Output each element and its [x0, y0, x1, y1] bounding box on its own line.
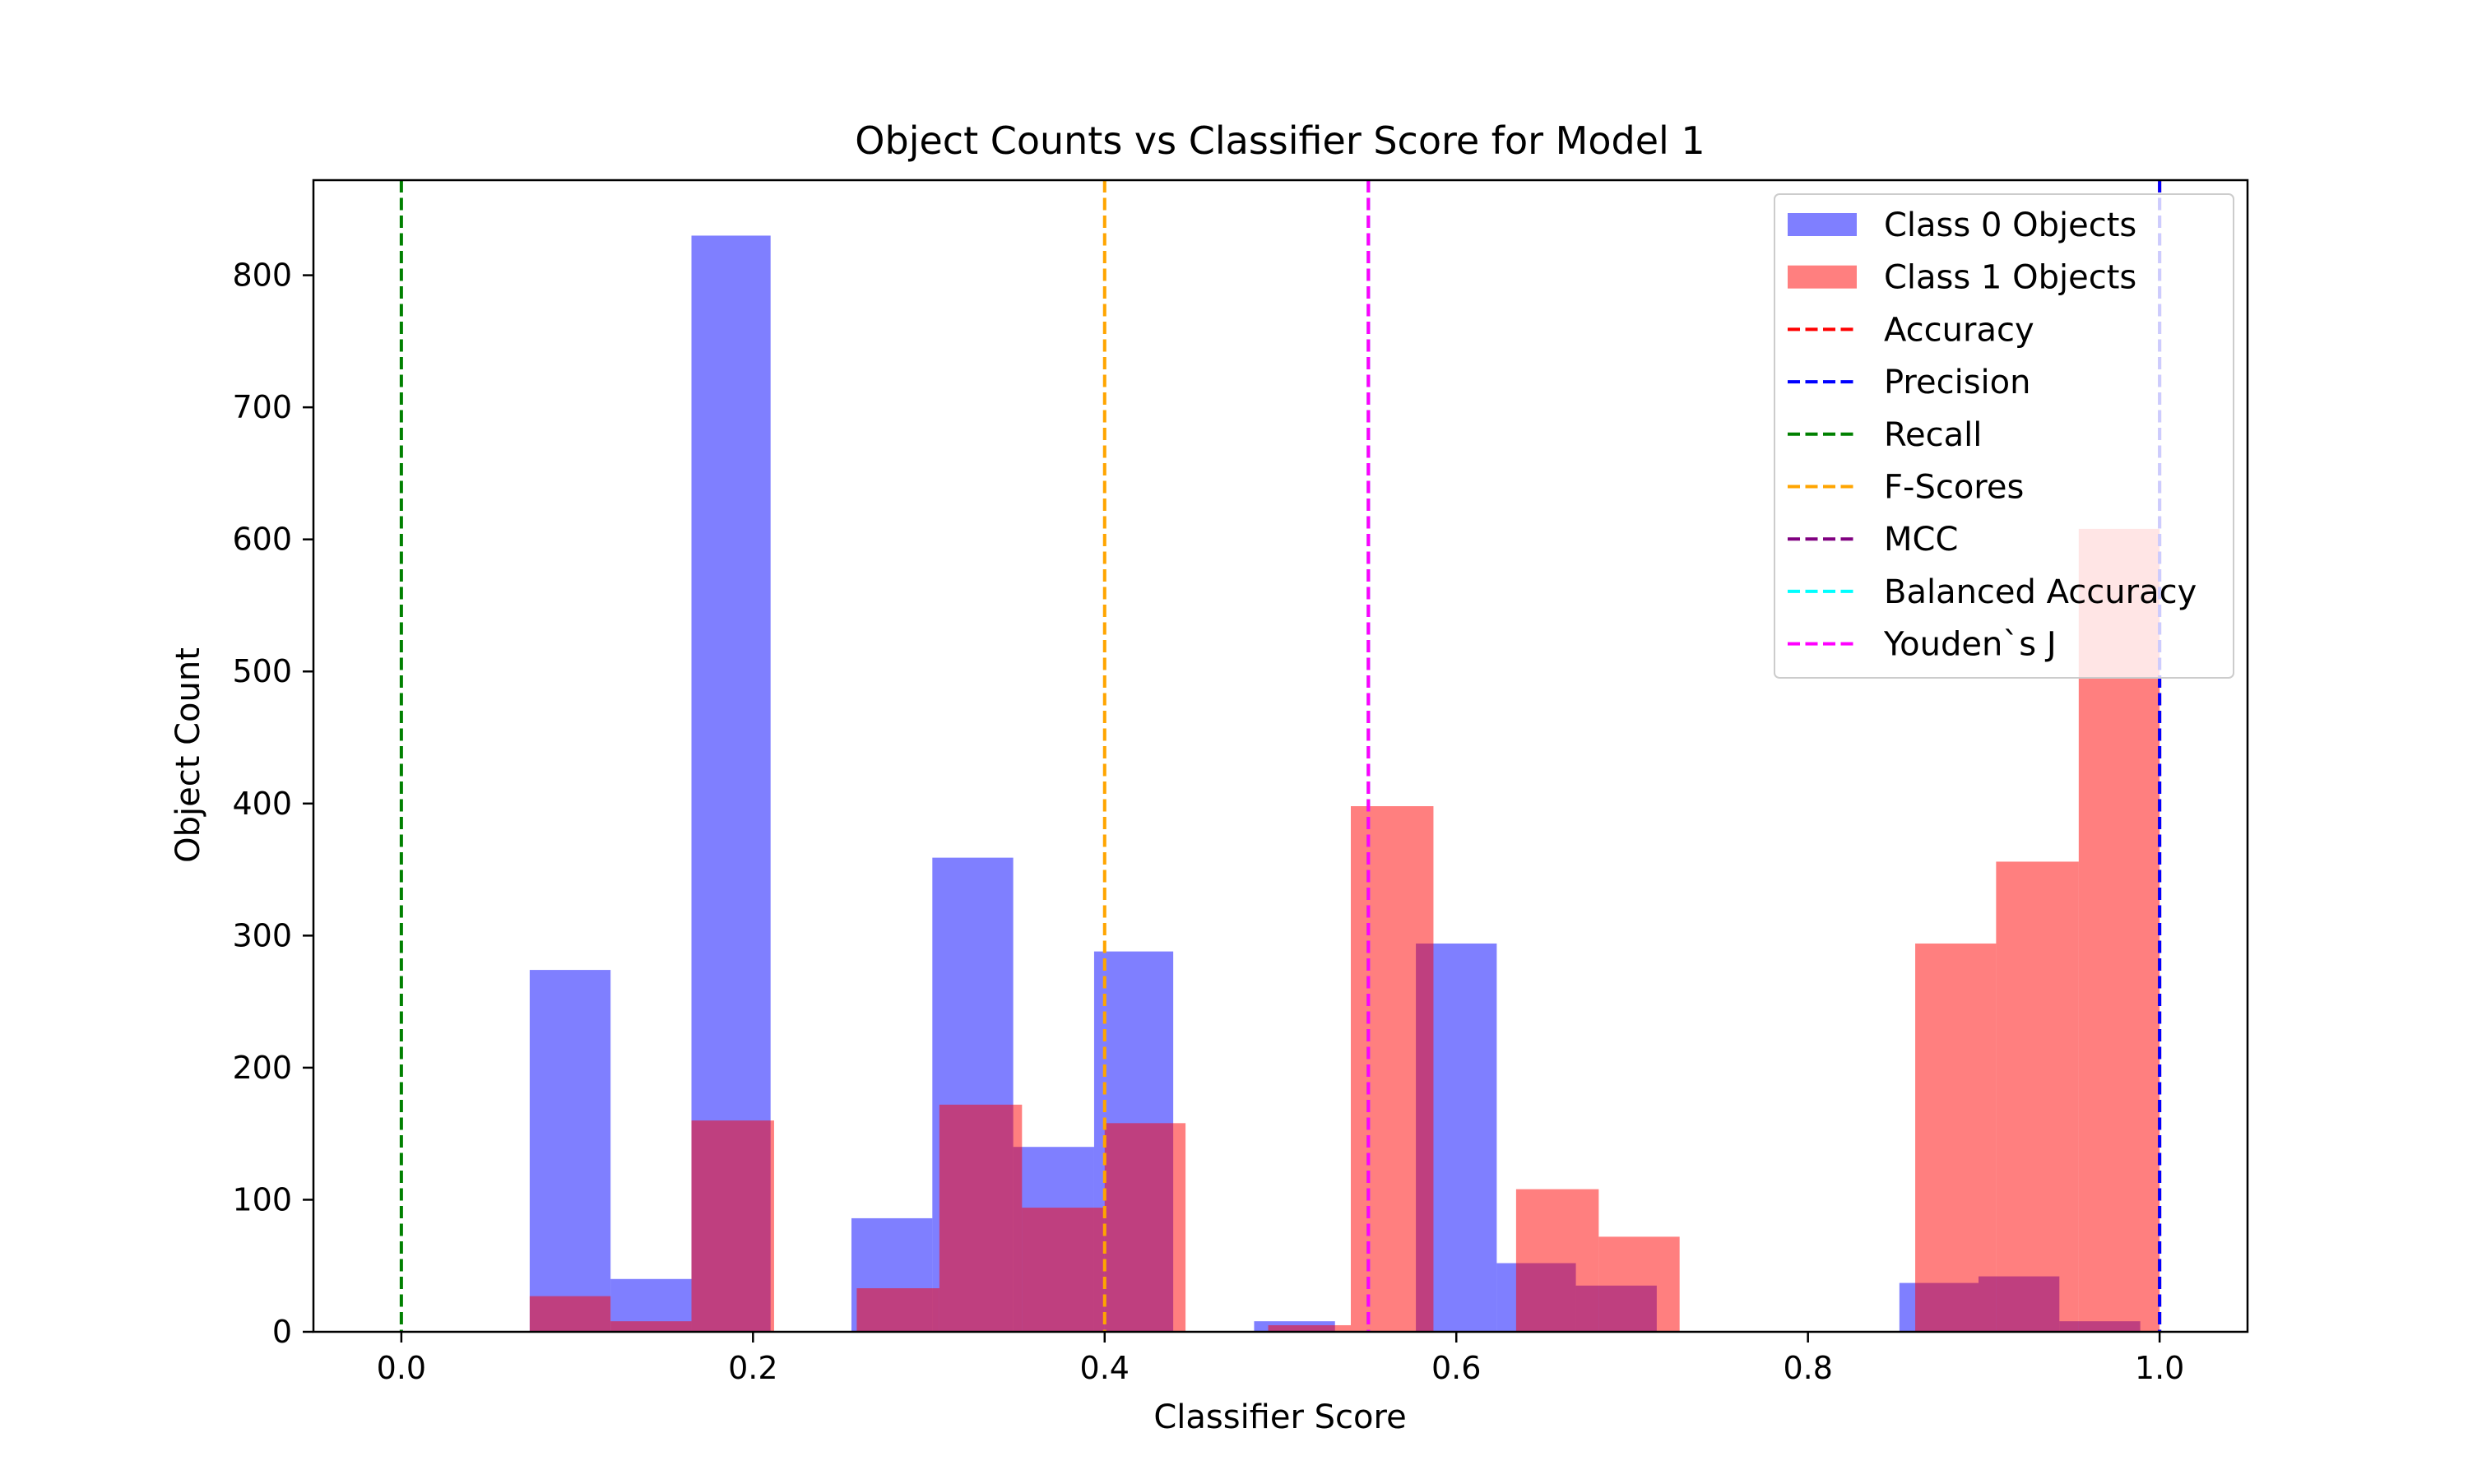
x-axis-label: Classifier Score	[1153, 1398, 1406, 1436]
legend-label-mcc: MCC	[1884, 521, 1958, 559]
bar-class-1-bin-5	[1022, 1208, 1105, 1332]
legend-label-class-1-objects: Class 1 Objects	[1884, 259, 2136, 297]
bar-class-1-bin-0	[529, 1296, 611, 1332]
chart-title: Object Counts vs Classifier Score for Mo…	[855, 118, 1705, 163]
legend-box	[1774, 193, 2234, 679]
legend-label-precision: Precision	[1884, 364, 2030, 401]
legend-swatch-class-1-objects	[1788, 265, 1857, 289]
bar-class-1-bin-6	[1104, 1123, 1186, 1332]
y-tick-label: 300	[232, 917, 292, 953]
x-tick-label: 0.4	[1080, 1350, 1130, 1386]
y-tick-label: 200	[232, 1050, 292, 1086]
legend: Class 0 Objects Class 1 Objects Accuracy Pr…	[1774, 193, 2234, 679]
legend-label-recall: Recall	[1884, 416, 1982, 454]
x-tick-label: 1.0	[2135, 1350, 2184, 1386]
legend-label-accuracy: Accuracy	[1884, 311, 2034, 349]
legend-label-balanced-accuracy: Balanced Accuracy	[1884, 573, 2197, 611]
x-tick-label: 0.8	[1783, 1350, 1832, 1386]
legend-swatch-class-0-objects	[1788, 213, 1857, 236]
y-tick-label: 800	[232, 257, 292, 294]
bar-class-1-bin-10	[1598, 1236, 1680, 1332]
bar-class-1-bin-9	[1515, 1189, 1599, 1332]
y-axis-label: Object Count	[169, 647, 207, 863]
bar-class-1-bin-7	[1268, 1324, 1351, 1332]
y-tick-label: 500	[232, 653, 292, 689]
bar-class-1-bin-1	[610, 1321, 692, 1332]
bar-class-1-bin-3	[856, 1288, 939, 1332]
y-tick-label: 100	[232, 1181, 292, 1217]
bar-class-0-bin-0	[529, 970, 611, 1332]
y-tick-label: 600	[232, 522, 292, 558]
axes-ticks: 0.0 0.2 0.4 0.6 0.8 1.0 0 100 200 300 400 500 600 700…	[232, 257, 2184, 1386]
bar-class-1-bin-2	[691, 1120, 774, 1332]
bars-layer	[529, 235, 2160, 1333]
bar-class-1-bin-4	[939, 1104, 1023, 1332]
y-tick-label: 0	[272, 1314, 292, 1350]
threshold-lines	[399, 180, 2162, 1332]
x-tick-label: 0.0	[377, 1350, 426, 1386]
bar-class-1-bin-12	[1996, 861, 2079, 1332]
y-tick-label: 700	[232, 389, 292, 425]
x-tick-label: 0.6	[1431, 1350, 1481, 1386]
plot-frame	[312, 179, 2249, 1333]
legend-label-youden-s-j: Youden`s J	[1883, 626, 2057, 664]
bar-class-1-bin-11	[1915, 943, 1997, 1332]
x-tick-label: 0.2	[728, 1350, 777, 1386]
bar-class-1-bin-8	[1350, 806, 1434, 1332]
legend-label-f-scores: F-Scores	[1884, 469, 2024, 507]
legend-label-class-0-objects: Class 0 Objects	[1884, 206, 2136, 244]
y-tick-label: 400	[232, 786, 292, 822]
